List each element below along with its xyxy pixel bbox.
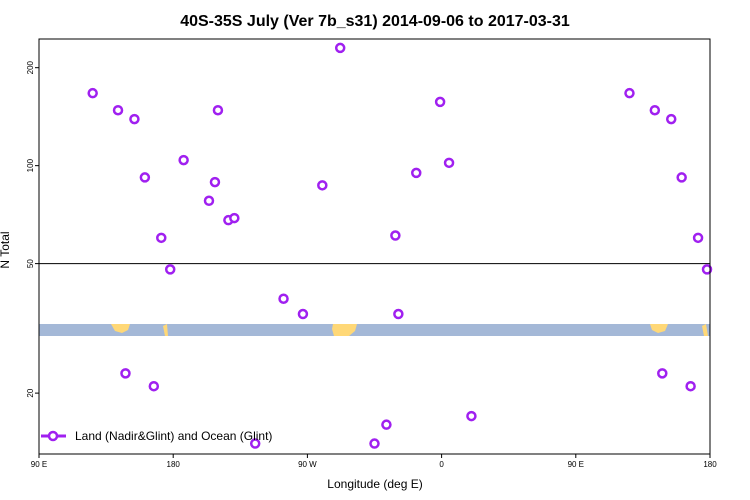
data-point bbox=[692, 232, 704, 244]
data-point bbox=[120, 368, 131, 379]
map-land-australia-repeat bbox=[650, 324, 668, 333]
y-axis-ticks: 20 50 100 200 bbox=[26, 60, 39, 398]
data-point bbox=[229, 212, 240, 224]
data-point bbox=[665, 113, 677, 125]
data-point bbox=[624, 87, 635, 99]
data-point bbox=[209, 176, 221, 188]
data-point bbox=[649, 104, 661, 116]
x-tick-label: 90 E bbox=[568, 460, 584, 469]
map-ocean-band bbox=[39, 324, 710, 336]
x-axis-label: Longitude (deg E) bbox=[327, 477, 422, 491]
data-point bbox=[676, 172, 687, 183]
data-point bbox=[87, 87, 98, 99]
data-point bbox=[657, 368, 668, 379]
data-point bbox=[139, 172, 151, 183]
data-point bbox=[390, 230, 401, 241]
legend-label: Land (Nadir&Glint) and Ocean (Glint) bbox=[75, 429, 272, 443]
data-points bbox=[87, 42, 713, 449]
x-tick-label: 180 bbox=[703, 460, 717, 469]
y-tick-label: 50 bbox=[26, 259, 35, 268]
data-point bbox=[156, 232, 167, 244]
map-land-australia bbox=[111, 324, 130, 333]
y-tick-label: 20 bbox=[26, 388, 35, 397]
data-point bbox=[334, 42, 346, 54]
legend-marker-icon bbox=[47, 430, 59, 442]
chart-title: 40S-35S July (Ver 7b_s31) 2014-09-06 to … bbox=[180, 13, 570, 30]
data-point bbox=[443, 157, 455, 169]
plot-frame bbox=[38, 38, 711, 455]
data-point bbox=[249, 438, 261, 449]
data-point bbox=[369, 438, 380, 449]
data-point bbox=[278, 293, 289, 304]
map-land-southamerica bbox=[332, 324, 357, 336]
data-point bbox=[317, 180, 328, 191]
data-point bbox=[203, 195, 215, 207]
data-point bbox=[411, 167, 422, 179]
map-strip bbox=[39, 324, 710, 336]
y-axis-label: N Total bbox=[0, 231, 12, 268]
data-point bbox=[129, 113, 140, 125]
data-point bbox=[685, 380, 696, 392]
map-land-newzealand-repeat bbox=[702, 324, 708, 336]
x-tick-label: 90 E bbox=[31, 460, 47, 469]
x-tick-label: 90 W bbox=[298, 460, 317, 469]
data-point bbox=[212, 104, 224, 116]
data-point bbox=[112, 104, 124, 116]
data-point bbox=[148, 380, 160, 392]
data-point bbox=[297, 308, 309, 320]
data-point bbox=[434, 96, 446, 108]
legend: Land (Nadir&Glint) and Ocean (Glint) bbox=[41, 429, 272, 443]
y-tick-label: 200 bbox=[26, 60, 35, 74]
data-point bbox=[381, 419, 392, 430]
data-point bbox=[164, 264, 176, 275]
map-land-newzealand bbox=[163, 324, 168, 336]
data-point bbox=[178, 154, 189, 166]
x-tick-label: 0 bbox=[439, 460, 444, 469]
data-point bbox=[393, 308, 404, 320]
data-point bbox=[466, 410, 477, 422]
y-tick-label: 100 bbox=[26, 158, 35, 172]
data-point bbox=[701, 264, 713, 275]
x-tick-label: 180 bbox=[167, 460, 181, 469]
x-axis-ticks: 90 E 180 90 W 0 90 E 180 bbox=[31, 454, 717, 469]
